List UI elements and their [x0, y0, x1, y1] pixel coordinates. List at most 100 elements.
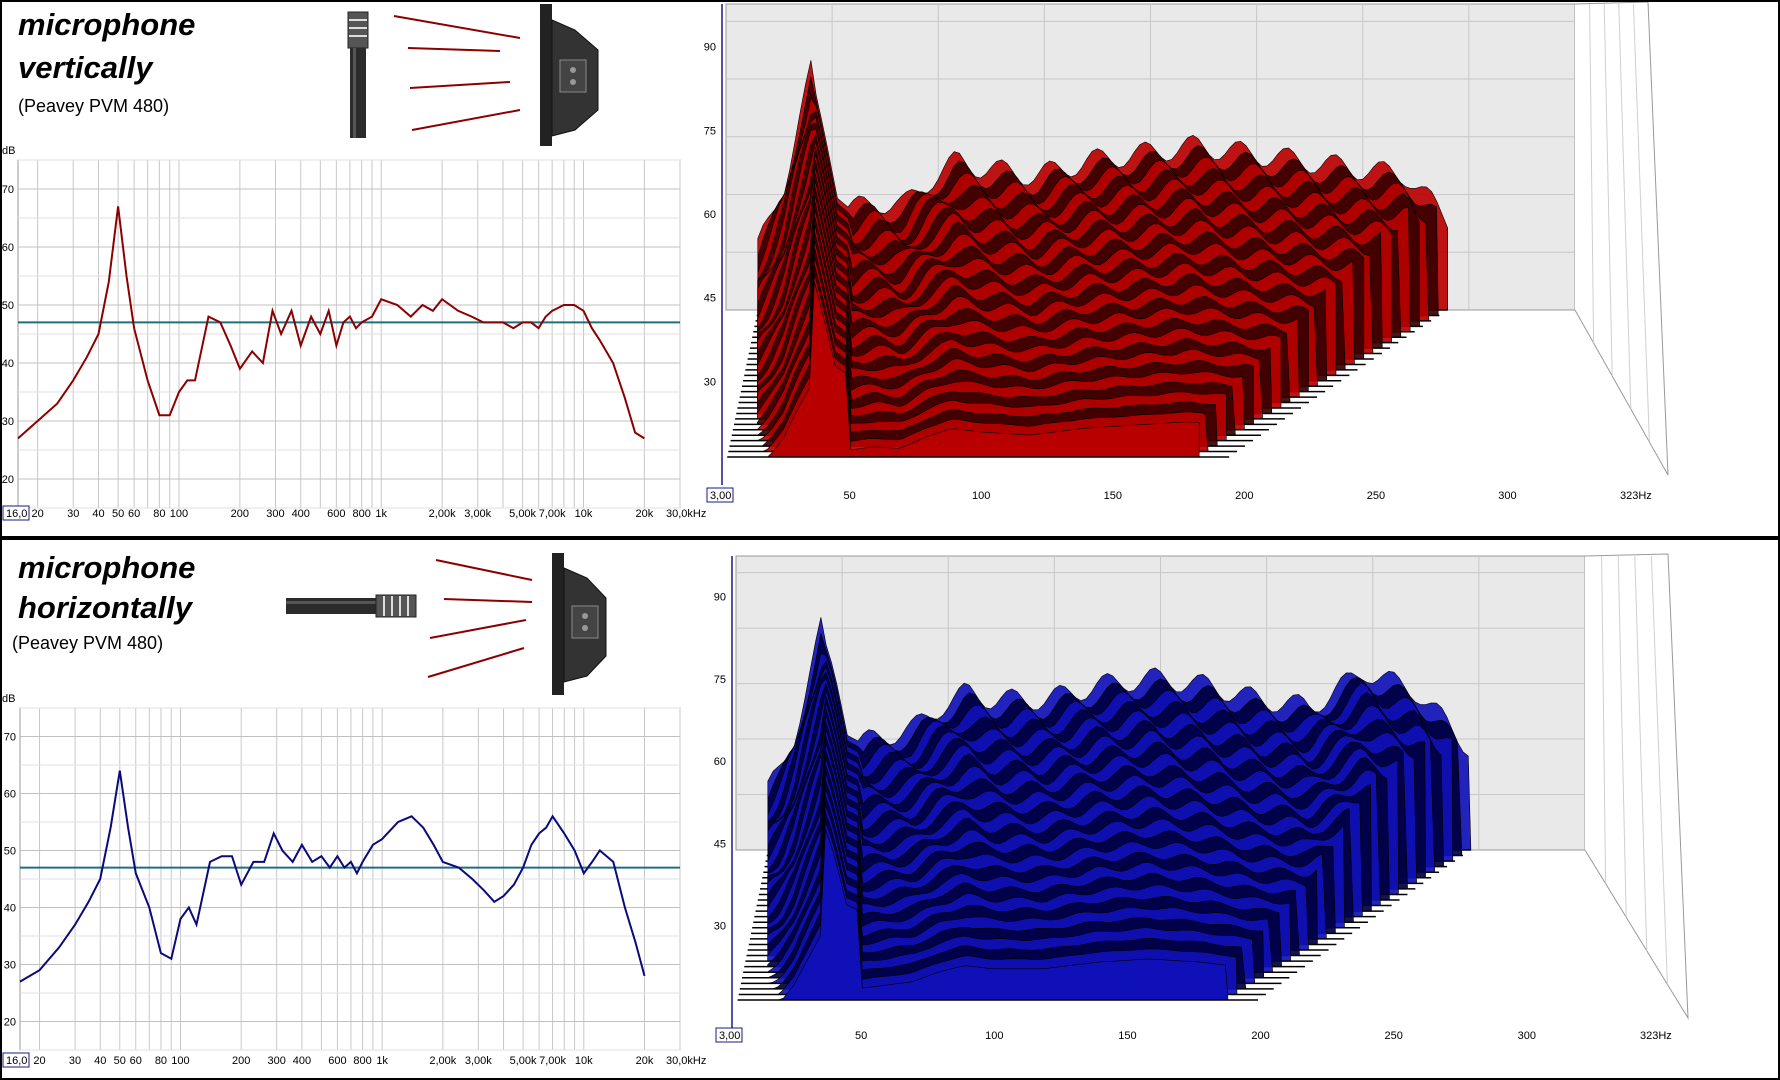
fr-chart-horizontal: dB 70 60 50 40 30 20 20 30 40 50 60 80 100 200 300 400… — [2, 693, 706, 1068]
fr-x-tick-label: 5,00k — [509, 508, 536, 520]
wf-x-tick-label: 200 — [1251, 1030, 1269, 1042]
wf-x-tick-label: 100 — [985, 1030, 1003, 1042]
panel-title-line1: microphone — [18, 7, 195, 42]
fr-horizontal-gridlines — [18, 159, 680, 509]
wf-y-tick-label: 90 — [714, 591, 726, 603]
fr-x-start-label: 16,0 — [6, 508, 27, 520]
wf-x-tick-label: 50 — [844, 490, 856, 502]
wf-slice — [756, 248, 1236, 436]
wf-slice — [767, 821, 1238, 995]
wf-x-tick-label: 150 — [1118, 1030, 1136, 1042]
fr-x-tick-label: 600 — [327, 508, 345, 520]
fr-x-tick-label: 50 — [112, 508, 124, 520]
fr-x-tick-label: 40 — [92, 508, 104, 520]
fr-series-line — [17, 206, 645, 440]
fr-x-tick-label: 30 — [69, 1055, 81, 1067]
fr-x-tick-label: 30,0kHz — [666, 1055, 706, 1067]
panel-title-line2: vertically — [18, 50, 154, 85]
fr-y-tick-label: 60 — [2, 242, 14, 254]
fr-x-tick-label: 100 — [170, 508, 188, 520]
fr-y-tick-label: 70 — [2, 184, 14, 196]
speaker-icon — [552, 553, 607, 695]
wf-x-start-label: 3,00 — [719, 1030, 740, 1042]
wf-slice — [767, 829, 1229, 1001]
wf-side-wall — [1574, 1, 1669, 476]
fr-x-tick-label: 20 — [31, 508, 43, 520]
fr-x-tick-label: 10k — [575, 508, 593, 520]
wf-wall-gridline — [1617, 555, 1627, 918]
waterfall-plot: 90 75 60 45 30 50 100 150 200 250 300 323Hz — [704, 1, 1669, 502]
fr-x-tick-label: 60 — [130, 1055, 142, 1067]
wf-y-tick-label: 60 — [714, 756, 726, 768]
fr-x-tick-label: 300 — [268, 1055, 286, 1067]
wf-y-tick-label: 75 — [714, 674, 726, 686]
wf-slice — [767, 804, 1256, 984]
speaker-icon — [540, 4, 599, 146]
fr-x-tick-label: 800 — [352, 508, 370, 520]
panel-subtitle: (Peavey PVM 480) — [12, 633, 163, 653]
wf-wall-gridline — [1632, 3, 1650, 443]
wf-y-tick-label: 45 — [704, 293, 716, 305]
waterfall-plot: 90 75 60 45 30 50 100 150 200 250 300 323Hz — [714, 553, 1689, 1042]
fr-x-tick-label: 40 — [94, 1055, 106, 1067]
wf-wall-gridline — [1634, 555, 1648, 951]
fr-y-tick-label: 20 — [2, 474, 14, 486]
fr-y-tick-label: 30 — [4, 960, 16, 972]
fr-y-tick-label: 70 — [4, 732, 16, 744]
wf-y-tick-label: 45 — [714, 838, 726, 850]
wf-x-tick-label: 100 — [972, 490, 990, 502]
panel-horizontal-header: microphone horizontally (Peavey PVM 480) — [12, 550, 607, 695]
fr-x-tick-label: 80 — [153, 508, 165, 520]
fr-y-unit: dB — [2, 693, 15, 705]
wf-y-tick-label: 75 — [704, 125, 716, 137]
waterfall-chart-horizontal: 90 75 60 45 30 50 100 150 200 250 300 323Hz 3,00 — [714, 553, 1689, 1043]
wf-x-tick-label: 300 — [1518, 1030, 1536, 1042]
fr-x-tick-label: 1k — [376, 1055, 388, 1067]
fr-y-tick-label: 60 — [4, 789, 16, 801]
wf-slice — [757, 232, 1254, 425]
fr-x-tick-label: 50 — [114, 1055, 126, 1067]
wf-wall-gridline — [1618, 3, 1632, 410]
fr-y-tick-label: 50 — [4, 846, 16, 858]
fr-y-tick-label: 30 — [2, 416, 14, 428]
fr-chart-vertical: dB 70 60 50 40 30 20 20 30 40 50 60 80 100 200 300 400… — [2, 145, 706, 521]
fr-x-tick-label: 20k — [636, 1055, 654, 1067]
wf-slice — [757, 240, 1245, 431]
fr-x-tick-label: 400 — [293, 1055, 311, 1067]
fr-x-tick-label: 3,00k — [465, 1055, 492, 1067]
fr-x-tick-label: 20 — [33, 1055, 45, 1067]
wf-wall-gridline — [1650, 555, 1668, 985]
fr-x-tick-labels: 20 30 40 50 60 80 100 200 300 400 600 800 1k 2,00k 3,0… — [33, 1055, 706, 1067]
panel-divider — [0, 536, 1780, 540]
fr-x-tick-label: 400 — [292, 508, 310, 520]
wf-x-start-label: 3,00 — [710, 490, 731, 502]
fr-y-tick-label: 40 — [4, 903, 16, 915]
fr-y-tick-labels: 70 60 50 40 30 20 — [4, 732, 16, 1029]
fr-x-tick-label: 20k — [636, 508, 654, 520]
fr-x-start-label: 16,0 — [6, 1055, 27, 1067]
sound-waves-icon — [393, 15, 521, 131]
fr-x-tick-label: 10k — [575, 1055, 593, 1067]
wf-y-tick-label: 30 — [714, 921, 726, 933]
fr-x-tick-label: 3,00k — [464, 508, 491, 520]
wf-slice — [757, 282, 1200, 458]
panel-vertical-header: microphone vertically (Peavey PVM 480) — [18, 4, 599, 146]
fr-x-tick-labels: 20 30 40 50 60 80 100 200 300 400 600 800 1k 2,00k 3,0… — [31, 508, 706, 520]
wf-wall-gridline — [1589, 3, 1595, 344]
wf-x-tick-label: 200 — [1235, 490, 1253, 502]
wf-y-tick-label: 90 — [704, 42, 716, 54]
wf-x-tick-label: 300 — [1498, 490, 1516, 502]
fr-x-tick-label: 300 — [266, 508, 284, 520]
microphone-icon — [347, 11, 369, 138]
fr-x-tick-label: 80 — [155, 1055, 167, 1067]
sound-waves-icon — [427, 559, 533, 678]
wf-x-tick-label: 150 — [1104, 490, 1122, 502]
panel-title-line1: microphone — [18, 550, 195, 585]
wf-y-tick-label: 30 — [704, 376, 716, 388]
fr-x-tick-label: 800 — [353, 1055, 371, 1067]
wf-x-tick-label: 250 — [1384, 1030, 1402, 1042]
wf-x-tick-label: 323Hz — [1640, 1030, 1672, 1042]
fr-x-tick-label: 2,00k — [429, 508, 456, 520]
wf-x-tick-label: 323Hz — [1620, 490, 1652, 502]
